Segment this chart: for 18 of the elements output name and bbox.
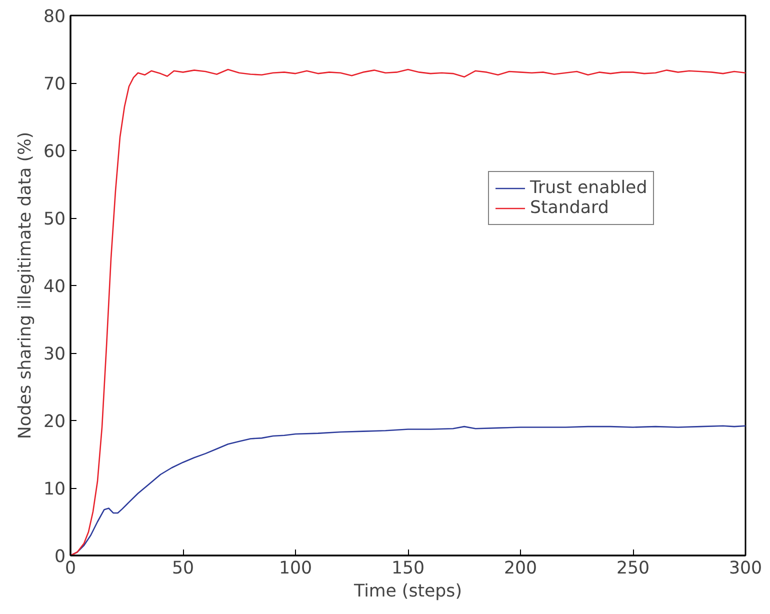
y-tick-label: 10 (43, 480, 66, 500)
legend-label: Standard (530, 198, 609, 218)
x-tick-label: 50 (172, 558, 194, 578)
legend-label: Trust enabled (530, 178, 648, 198)
x-axis-title: Time (steps) (353, 582, 462, 602)
y-tick-label: 20 (43, 412, 66, 432)
y-tick-label: 60 (43, 142, 66, 162)
y-tick-label: 70 (43, 74, 66, 94)
x-tick-label: 150 (391, 558, 425, 578)
x-tick-label: 200 (504, 558, 538, 578)
y-axis-title: Nodes sharing illegitimate data (%) (15, 132, 36, 440)
x-tick-label: 300 (728, 558, 762, 578)
y-tick-label: 30 (43, 344, 66, 364)
y-tick-label: 80 (43, 7, 66, 27)
y-tick-label: 50 (43, 210, 66, 230)
x-tick-label: 250 (616, 558, 650, 578)
y-tick-label: 40 (43, 277, 66, 297)
x-tick-label: 100 (278, 558, 312, 578)
